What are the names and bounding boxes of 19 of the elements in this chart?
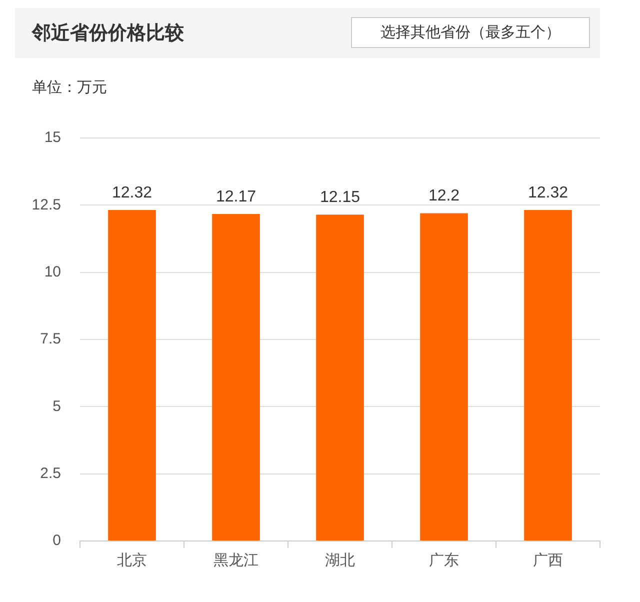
chart-title: 邻近省份价格比较 [32, 22, 184, 46]
x-tick-label: 广东 [429, 552, 459, 570]
y-tick-label: 10 [44, 263, 61, 280]
y-tick-label: 7.5 [40, 330, 61, 348]
x-tick-label: 黑龙江 [214, 552, 258, 570]
x-tick-label: 广西 [533, 552, 563, 570]
y-axis-title: 单位：万元 [32, 78, 107, 97]
y-tick-label: 5 [52, 398, 61, 415]
data-label: 12.15 [320, 188, 360, 206]
data-label: 12.32 [528, 184, 568, 202]
data-label: 12.17 [216, 188, 256, 206]
y-tick-label: 2.5 [40, 464, 61, 482]
y-tick-label: 0 [52, 532, 61, 550]
x-tick-label: 湖北 [325, 552, 355, 570]
y-tick-label: 12.5 [32, 196, 61, 214]
data-label: 12.32 [112, 184, 152, 202]
x-tick-label: 北京 [117, 552, 147, 570]
data-label: 12.2 [428, 188, 460, 205]
y-tick-label: 15 [44, 129, 61, 146]
